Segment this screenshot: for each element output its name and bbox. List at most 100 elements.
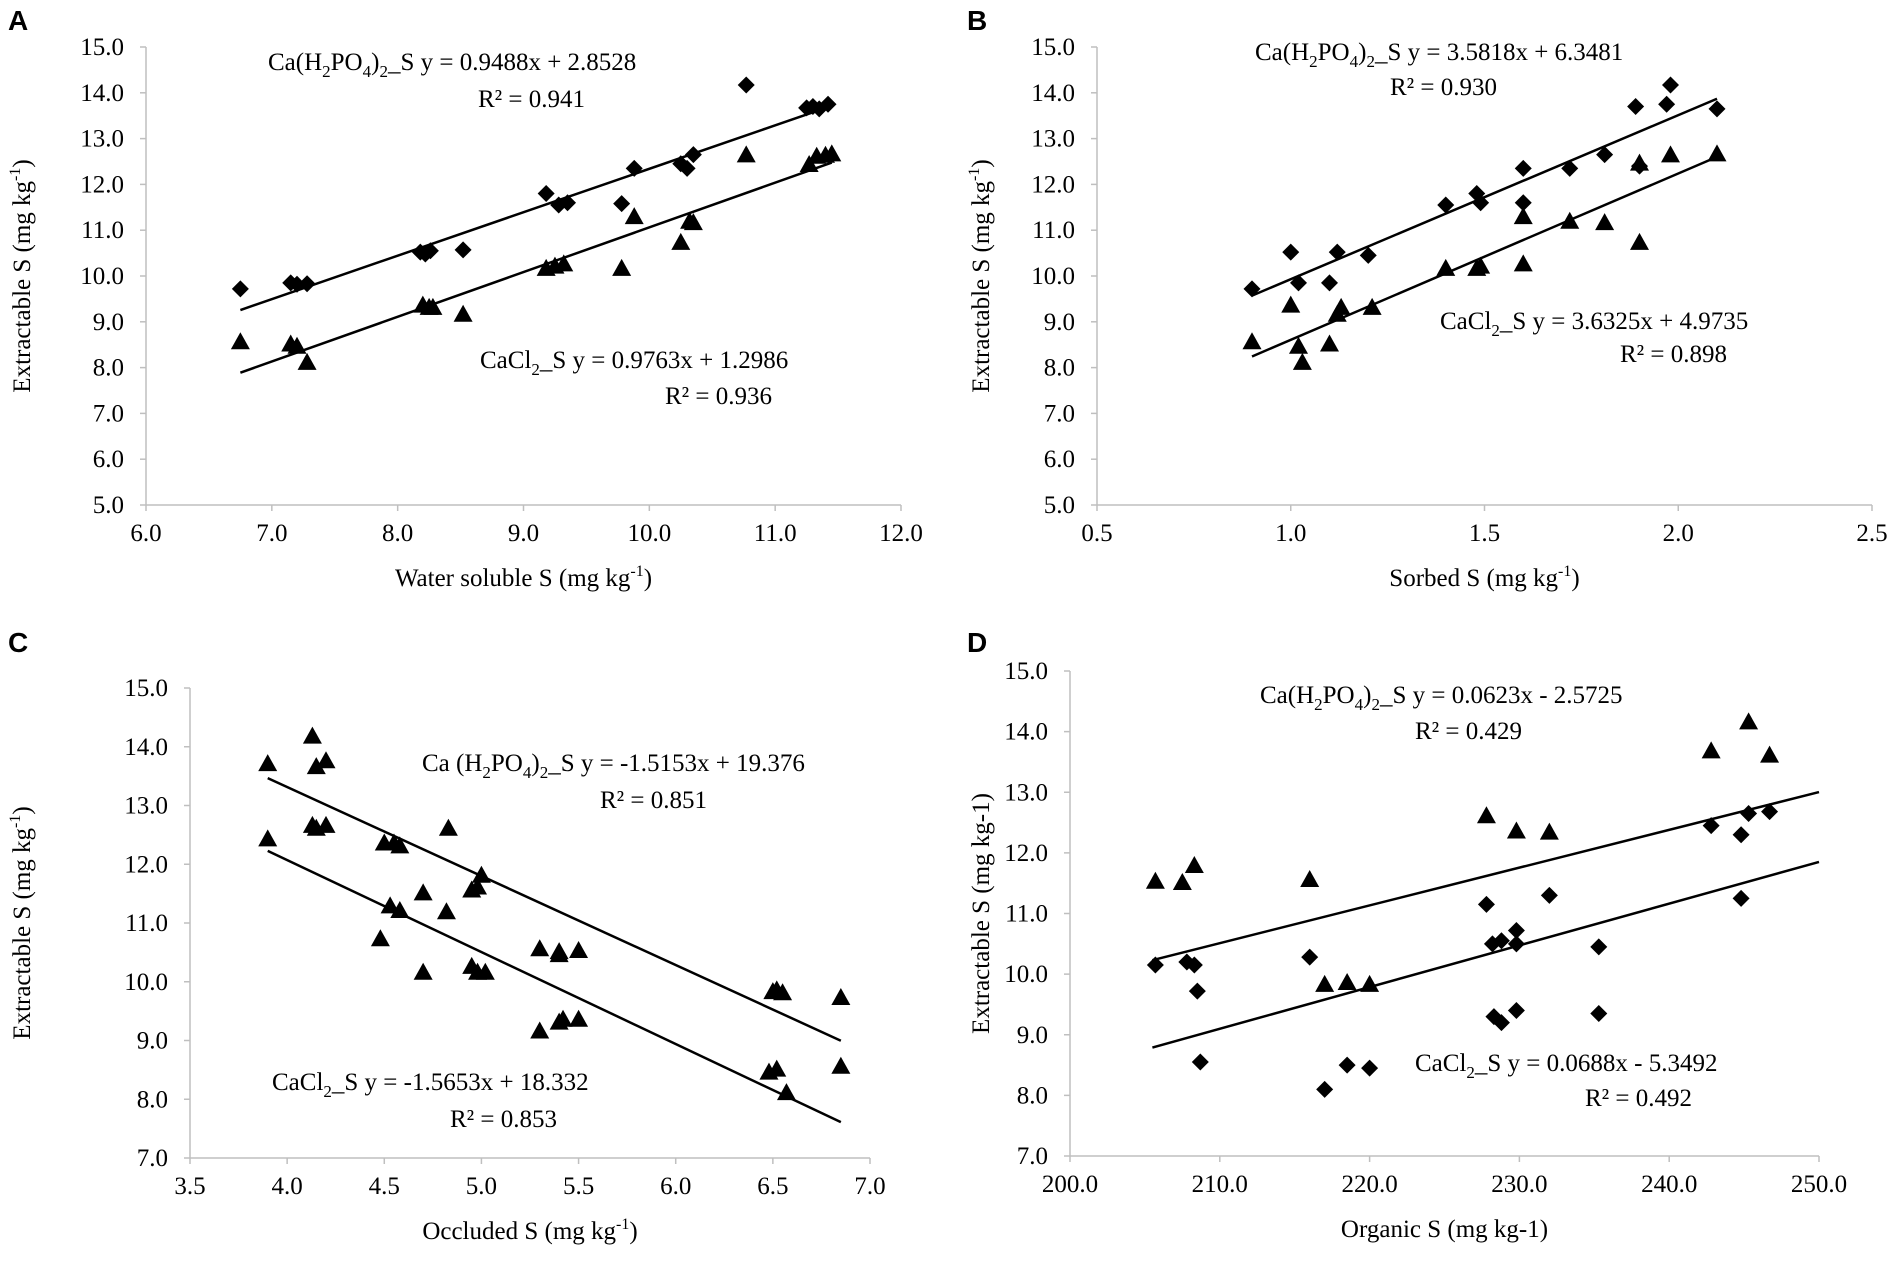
panel-b: B 5.0 6.0 7.0 8.0 9.0 10.0 11.0 12.0 13.0 14.0 15.0…: [966, 5, 1888, 592]
data-point: [736, 145, 756, 163]
data-point: [258, 754, 278, 772]
data-point: [1477, 895, 1495, 913]
y-tick-label: 12.0: [1004, 840, 1048, 867]
data-point: [390, 836, 410, 854]
y-axis-title: Extractable S (mg kg-1): [968, 793, 995, 1034]
y-tick-label: 12.0: [1031, 171, 1075, 198]
data-point: [258, 829, 278, 847]
data-point: [1595, 213, 1615, 231]
data-point: [613, 195, 631, 213]
data-point: [1361, 1059, 1379, 1077]
data-point: [454, 241, 472, 259]
y-tick-label: 7.0: [1044, 400, 1075, 427]
x-tick-label: 6.0: [660, 1173, 691, 1200]
data-point: [530, 939, 550, 957]
y-tick-label: 8.0: [1044, 355, 1075, 382]
data-point: [1282, 243, 1300, 261]
data-point: [1437, 196, 1455, 214]
data-point: [1630, 232, 1649, 250]
equation-ca-h2po4-s: Ca(H2PO4)2_S y = 0.0623x - 2.5725: [1260, 682, 1623, 714]
data-point: [683, 213, 703, 231]
data-point: [1661, 145, 1680, 163]
x-tick-label: 210.0: [1192, 1171, 1248, 1198]
data-point: [380, 896, 400, 914]
data-point: [1760, 745, 1780, 763]
data-point: [1289, 336, 1308, 354]
y-tick-label: 8.0: [1017, 1082, 1048, 1109]
r-squared-ca-h2po4-s: R² = 0.930: [1390, 74, 1497, 101]
data-point: [569, 1009, 589, 1027]
x-tick-label: 200.0: [1042, 1171, 1098, 1198]
data-point: [1184, 856, 1204, 874]
y-tick-label: 13.0: [124, 793, 168, 820]
panel-label: D: [967, 627, 987, 658]
data-point: [1732, 889, 1750, 907]
data-point: [1492, 1014, 1510, 1032]
data-point: [1513, 254, 1533, 272]
data-point: [1328, 243, 1346, 261]
data-point: [1292, 352, 1312, 370]
r-squared-cacl2-s: R² = 0.898: [1620, 341, 1727, 368]
data-point: [423, 297, 443, 315]
data-point: [1658, 95, 1676, 113]
y-tick-label: 6.0: [93, 446, 124, 473]
data-point: [1761, 803, 1779, 821]
data-point: [537, 185, 555, 203]
y-tick-label: 7.0: [137, 1145, 168, 1172]
data-point: [776, 1083, 796, 1101]
data-point: [684, 146, 702, 164]
data-point: [1472, 194, 1490, 212]
data-point: [1560, 211, 1580, 229]
data-point: [1662, 76, 1679, 94]
data-point: [1359, 246, 1377, 264]
y-tick-label: 11.0: [1005, 901, 1048, 928]
data-point: [553, 1009, 573, 1027]
r-squared-cacl2-s: R² = 0.936: [665, 383, 772, 410]
y-axis-title: Extractable S (mg kg-1): [966, 159, 995, 392]
y-tick-label: 11.0: [125, 910, 168, 937]
data-point: [678, 159, 696, 177]
y-tick-label: 10.0: [1004, 961, 1048, 988]
data-point: [1707, 144, 1727, 162]
data-point: [1476, 806, 1496, 824]
y-tick-label: 10.0: [1031, 263, 1075, 290]
data-point: [1590, 938, 1608, 956]
data-point: [1540, 886, 1558, 904]
data-point: [1185, 956, 1203, 974]
r-squared-ca-h2po4-s: R² = 0.941: [478, 86, 585, 113]
y-tick-label: 10.0: [80, 263, 124, 290]
data-point: [436, 902, 456, 920]
data-point: [390, 901, 410, 919]
x-tick-label: 250.0: [1791, 1171, 1847, 1198]
y-tick-label: 13.0: [1031, 126, 1075, 153]
data-point: [288, 275, 306, 293]
y-tick-label: 12.0: [80, 171, 124, 198]
data-point: [1321, 274, 1338, 292]
panel-a: A5.06.07.08.09.010.011.012.013.014.015.0…: [7, 5, 923, 592]
y-tick-label: 9.0: [137, 1028, 168, 1055]
x-tick-label: 0.5: [1081, 520, 1112, 547]
y-tick-label: 12.0: [124, 851, 168, 878]
y-tick-label: 14.0: [1031, 80, 1075, 107]
y-axis-title: Extractable S (mg kg-1): [7, 806, 36, 1039]
data-point: [1732, 826, 1750, 844]
data-point: [475, 962, 495, 980]
data-point: [1702, 817, 1720, 835]
data-point: [230, 332, 250, 350]
x-tick-label: 4.5: [369, 1173, 400, 1200]
data-point: [1316, 1080, 1334, 1098]
data-point: [302, 726, 322, 744]
equation-cacl2-s: CaCl2_S y = 3.6325x + 4.9735: [1440, 308, 1748, 340]
trendline-cacl2-s: [1251, 155, 1718, 358]
y-tick-label: 15.0: [1031, 34, 1075, 61]
data-point: [1701, 741, 1721, 759]
data-point: [819, 95, 837, 113]
y-tick-label: 15.0: [1004, 658, 1048, 685]
data-point: [1507, 921, 1525, 939]
y-tick-label: 11.0: [1032, 217, 1075, 244]
data-point: [421, 242, 439, 260]
panel-label: C: [8, 627, 28, 658]
r-squared-cacl2-s: R² = 0.853: [450, 1106, 557, 1133]
equation-ca-h2po4-s: Ca(H2PO4)2_S y = 3.5818x + 6.3481: [1255, 39, 1623, 71]
